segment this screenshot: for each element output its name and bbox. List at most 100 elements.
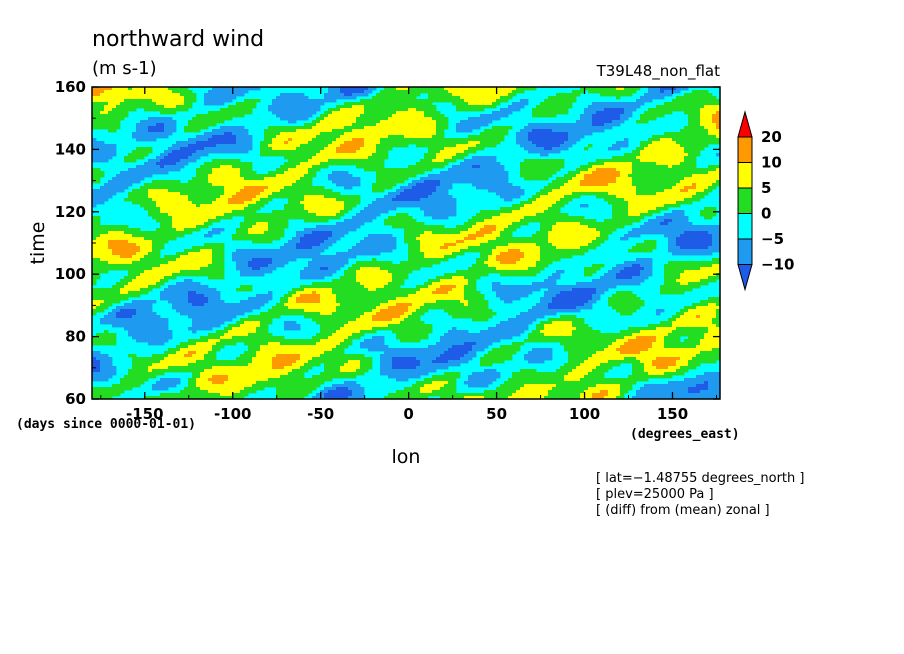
heatmap-cell <box>332 201 337 205</box>
heatmap-cell <box>396 135 401 139</box>
heatmap-cell <box>404 129 409 133</box>
heatmap-cell <box>92 120 97 124</box>
heatmap-cell <box>572 216 577 220</box>
heatmap-cell <box>192 198 197 202</box>
heatmap-cell <box>244 168 249 172</box>
heatmap-cell <box>408 105 413 109</box>
heatmap-cell <box>416 171 421 175</box>
heatmap-cell <box>424 99 429 103</box>
heatmap-cell <box>340 117 345 121</box>
heatmap-cell <box>304 132 309 136</box>
heatmap-cell <box>216 174 221 178</box>
heatmap-cell <box>156 183 161 187</box>
heatmap-cell <box>536 114 541 118</box>
heatmap-cell <box>496 135 501 139</box>
heatmap-cell <box>292 114 297 118</box>
heatmap-cell <box>96 114 101 118</box>
heatmap-cell <box>132 195 137 199</box>
heatmap-cell <box>552 213 557 217</box>
heatmap-cell <box>676 153 681 157</box>
heatmap-cell <box>280 96 285 100</box>
heatmap-cell <box>468 144 473 148</box>
heatmap-cell <box>476 123 481 127</box>
heatmap-cell <box>424 180 429 184</box>
heatmap-cell <box>392 108 397 112</box>
heatmap-cell <box>108 192 113 196</box>
heatmap-cell <box>492 99 497 103</box>
heatmap-cell <box>552 168 557 172</box>
heatmap-cell <box>444 216 449 220</box>
heatmap-cell <box>180 99 185 103</box>
heatmap-cell <box>484 129 489 133</box>
heatmap-cell <box>440 138 445 142</box>
heatmap-cell <box>436 159 441 163</box>
heatmap-cell <box>396 90 401 94</box>
heatmap-cell <box>328 156 333 160</box>
heatmap-cell <box>356 162 361 166</box>
heatmap-cell <box>104 105 109 109</box>
heatmap-cell <box>708 132 713 136</box>
heatmap-cell <box>192 153 197 157</box>
heatmap-cell <box>452 159 457 163</box>
heatmap-cell <box>676 183 681 187</box>
heatmap-cell <box>372 123 377 127</box>
heatmap-cell <box>688 129 693 133</box>
heatmap-cell <box>324 213 329 217</box>
heatmap-cell <box>152 180 157 184</box>
heatmap-cell <box>164 126 169 130</box>
heatmap-cell <box>96 126 101 130</box>
heatmap-cell <box>532 219 537 223</box>
heatmap-cell <box>312 210 317 214</box>
heatmap-cell <box>244 165 249 169</box>
heatmap-cell <box>660 111 665 115</box>
heatmap-cell <box>484 93 489 97</box>
heatmap-cell <box>348 123 353 127</box>
heatmap-cell <box>356 114 361 118</box>
heatmap-cell <box>476 165 481 169</box>
heatmap-cell <box>668 213 673 217</box>
heatmap-cell <box>476 135 481 139</box>
heatmap-cell <box>324 162 329 166</box>
heatmap-cell <box>104 147 109 151</box>
heatmap-cell <box>228 192 233 196</box>
heatmap-cell <box>624 141 629 145</box>
heatmap-cell <box>636 204 641 208</box>
heatmap-cell <box>640 213 645 217</box>
heatmap-cell <box>564 126 569 130</box>
heatmap-cell <box>304 117 309 121</box>
heatmap-cell <box>652 90 657 94</box>
heatmap-cell <box>348 153 353 157</box>
heatmap-cell <box>504 129 509 133</box>
heatmap-cell <box>656 147 661 151</box>
heatmap-cell <box>108 123 113 127</box>
heatmap-cell <box>580 114 585 118</box>
heatmap-cell <box>388 183 393 187</box>
heatmap-cell <box>644 111 649 115</box>
heatmap-cell <box>232 180 237 184</box>
heatmap-cell <box>356 147 361 151</box>
heatmap-cell <box>256 198 261 202</box>
heatmap-cell <box>320 219 325 223</box>
heatmap-cell <box>444 120 449 124</box>
heatmap-cell <box>544 129 549 133</box>
heatmap-cell <box>704 186 709 190</box>
heatmap-cell <box>548 147 553 151</box>
heatmap-cell <box>160 105 165 109</box>
heatmap-cell <box>144 192 149 196</box>
heatmap-cell <box>472 90 477 94</box>
heatmap-cell <box>652 162 657 166</box>
heatmap-cell <box>152 204 157 208</box>
heatmap-cell <box>248 189 253 193</box>
heatmap-cell <box>608 117 613 121</box>
heatmap-cell <box>276 132 281 136</box>
heatmap-cell <box>328 153 333 157</box>
heatmap-cell <box>468 147 473 151</box>
heatmap-cell <box>664 207 669 211</box>
heatmap-cell <box>656 114 661 118</box>
heatmap-cell <box>712 207 717 211</box>
heatmap-cell <box>272 192 277 196</box>
heatmap-cell <box>704 135 709 139</box>
heatmap-cell <box>680 174 685 178</box>
heatmap-cell <box>408 141 413 145</box>
heatmap-cell <box>228 204 233 208</box>
